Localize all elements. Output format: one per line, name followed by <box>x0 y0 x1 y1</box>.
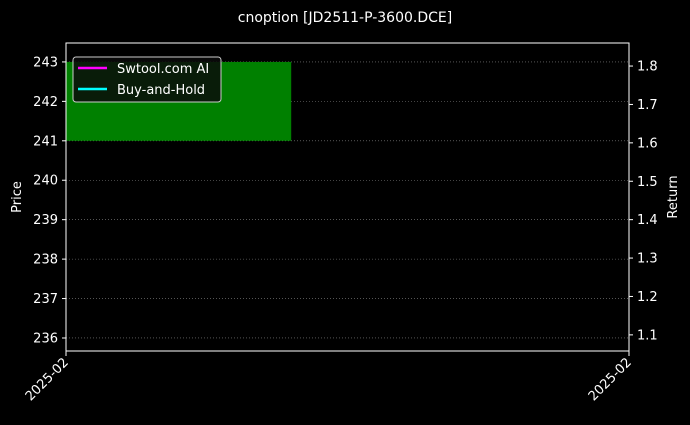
legend-label-swtool: Swtool.com AI <box>117 62 209 77</box>
legend-box <box>72 56 222 103</box>
chart-title: cnoption [JD2511-P-3600.DCE] <box>238 10 452 26</box>
right-tick-label: 1.2 <box>637 290 658 305</box>
right-tick-label: 1.8 <box>637 60 658 75</box>
left-tick-label: 240 <box>33 174 58 189</box>
legend-label-buy-hold: Buy-and-Hold <box>117 83 205 98</box>
x-axis: 2025-02 2025-02 <box>23 351 635 404</box>
y-axis-label-left: Price <box>10 181 25 213</box>
left-tick-label: 243 <box>33 55 58 70</box>
left-tick-label: 242 <box>33 95 58 110</box>
right-tick-label: 1.1 <box>637 328 658 343</box>
left-tick-label: 237 <box>33 292 58 307</box>
left-tick-label: 236 <box>33 331 58 346</box>
left-tick-label: 239 <box>33 213 58 228</box>
right-tick-label: 1.3 <box>637 252 658 267</box>
x-tick-label: 2025-02 <box>586 355 635 404</box>
right-tick-label: 1.7 <box>637 98 658 113</box>
legend: Swtool.com AI Buy-and-Hold <box>72 56 222 103</box>
right-axis: 1.1 1.2 1.3 1.4 1.5 1.6 1.7 1.8 <box>629 60 658 343</box>
right-tick-label: 1.4 <box>637 213 658 228</box>
x-tick-label: 2025-02 <box>23 355 72 404</box>
left-axis: 236 237 238 239 240 241 242 243 <box>33 55 66 346</box>
y-axis-label-right: Return <box>666 175 681 218</box>
left-tick-label: 241 <box>33 134 58 149</box>
right-tick-label: 1.5 <box>637 175 658 190</box>
left-tick-label: 238 <box>33 253 58 268</box>
plot-frame <box>65 42 630 352</box>
right-tick-label: 1.6 <box>637 136 658 151</box>
